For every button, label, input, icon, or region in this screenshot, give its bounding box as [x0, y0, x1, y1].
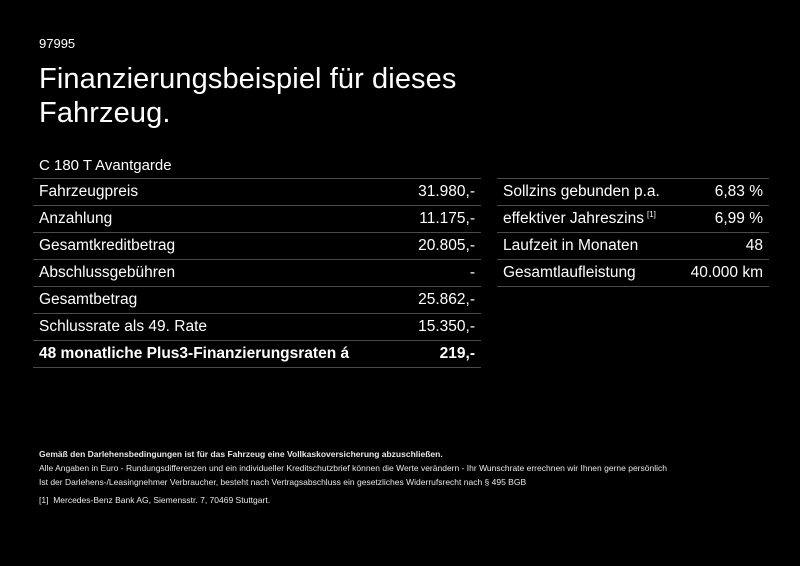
row-label: Anzahlung [33, 205, 403, 233]
footnote-ref: [1] [647, 210, 656, 219]
row-value: 25.862,- [402, 286, 481, 314]
row-value: 40.000 km [678, 259, 769, 287]
row-label: Abschlussgebühren [33, 259, 403, 287]
disclaimer-line-2: Ist der Darlehens-/Leasingnehmer Verbrau… [39, 477, 527, 487]
table-row: effektiver Jahreszins [1] 6,99 % [497, 205, 769, 233]
page-title: Finanzierungsbeispiel für dieses Fahrzeu… [39, 62, 456, 130]
financing-table: Fahrzeugpreis 31.980,- Anzahlung 11.175,- … [33, 178, 481, 368]
row-value: 20.805,- [402, 232, 481, 260]
table-row: Schlussrate als 49. Rate 15.350,- [33, 313, 481, 341]
legal-footer: Gemäß den Darlehensbedingungen ist für d… [39, 447, 667, 507]
row-label: Laufzeit in Monaten [497, 232, 679, 260]
table-row: Gesamtlaufleistung 40.000 km [497, 259, 769, 287]
footnote-text: Mercedes-Benz Bank AG, Siemensstr. 7, 70… [53, 495, 271, 505]
monthly-rate-value: 219,- [402, 340, 481, 368]
table-row: Laufzeit in Monaten 48 [497, 232, 769, 260]
row-label: Gesamtkreditbetrag [33, 232, 403, 260]
row-value: 31.980,- [402, 178, 481, 206]
row-label: effektiver Jahreszins [1] [497, 205, 679, 233]
insurance-notice: Gemäß den Darlehensbedingungen ist für d… [39, 449, 443, 459]
title-line-1: Finanzierungsbeispiel für dieses [39, 63, 457, 95]
row-value: 6,99 % [678, 205, 769, 233]
footnote-mark: [1] [39, 495, 49, 505]
footnote: [1] Mercedes-Benz Bank AG, Siemensstr. 7… [39, 493, 667, 507]
row-label: Gesamtbetrag [33, 286, 403, 314]
terms-table: Sollzins gebunden p.a. 6,83 % effektiver … [497, 178, 769, 287]
monthly-rate-row: 48 monatliche Plus3-Finanzierungsraten á… [33, 340, 481, 368]
table-row: Fahrzeugpreis 31.980,- [33, 178, 481, 206]
table-row: Gesamtkreditbetrag 20.805,- [33, 232, 481, 260]
table-row: Abschlussgebühren - [33, 259, 481, 287]
disclaimer-line-1: Alle Angaben in Euro - Rundungsdifferenz… [39, 463, 667, 473]
offer-code: 97995 [39, 36, 76, 51]
row-value: 15.350,- [402, 313, 481, 341]
row-value: 6,83 % [678, 178, 769, 206]
row-value: - [402, 259, 481, 287]
table-row: Gesamtbetrag 25.862,- [33, 286, 481, 314]
table-row: Sollzins gebunden p.a. 6,83 % [497, 178, 769, 206]
vehicle-model: C 180 T Avantgarde [39, 157, 172, 174]
title-line-2: Fahrzeug. [39, 97, 171, 129]
row-value: 48 [678, 232, 769, 260]
table-row: Anzahlung 11.175,- [33, 205, 481, 233]
row-value: 11.175,- [402, 205, 481, 233]
row-label: Schlussrate als 49. Rate [33, 313, 403, 341]
row-label: Fahrzeugpreis [33, 178, 403, 206]
row-label: 48 monatliche Plus3-Finanzierungsraten á [33, 340, 403, 368]
row-label: Sollzins gebunden p.a. [497, 178, 679, 206]
row-label: Gesamtlaufleistung [497, 259, 679, 287]
